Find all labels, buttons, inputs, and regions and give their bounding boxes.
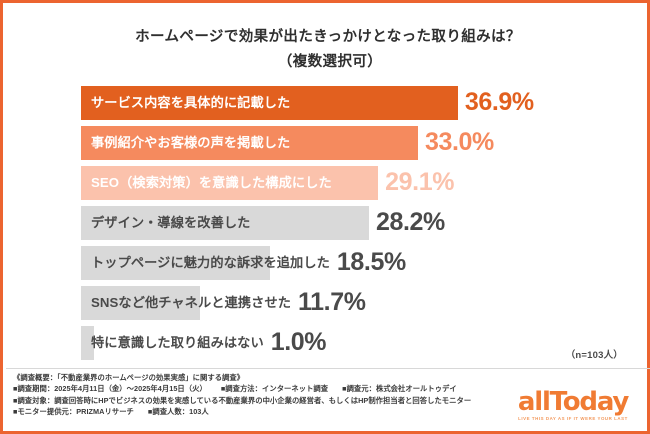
bar-row: SNSなど他チャネルと連携させた 11.7% xyxy=(3,286,650,320)
bar-value-label: 28.2% xyxy=(375,208,445,236)
bar-fill xyxy=(81,86,458,120)
bar-fill xyxy=(81,286,201,320)
bar-value-label: 11.7% xyxy=(298,288,366,316)
bar-fill xyxy=(81,246,270,280)
logo-tagline: LIVE THIS DAY AS IF IT WERE YOUR LAST xyxy=(518,416,628,421)
footnote-segment: ■調査方法：インターネット調査 xyxy=(220,384,329,394)
bar-value-label: 1.0% xyxy=(270,328,327,356)
footnote-segment: ■調査対象：調査回答時にHPでビジネスの効果を実感している不動産業界の中小企業の… xyxy=(13,395,472,405)
bar-category-label: サービス内容を具体的に記載した xyxy=(91,95,291,110)
page-title-line2: （複数選択可） xyxy=(277,54,383,70)
bar-value-label: 36.9% xyxy=(464,88,534,116)
bar-category-label: 事例紹介やお客様の声を掲載した xyxy=(91,135,291,150)
bar-category-label: 特に意識した取り組みはない xyxy=(91,335,264,350)
footnote-line-4: ■モニター提供元：PRIZMAリサーチ ■調査人数：103人 xyxy=(13,406,513,417)
footnote-line-2: ■調査期間：2025年4月11日（金）〜2025年4月15日（火） ■調査方法：イ… xyxy=(13,383,513,394)
bar-row: トップページに魅力的な訴求を追加した 18.5% xyxy=(3,246,650,280)
footnote-segment: ■調査人数：103人 xyxy=(147,406,209,416)
page-title: ホームページで効果が出たきっかけとなった取り組みは？ （複数選択可） xyxy=(3,25,650,75)
bar-value-label: 29.1% xyxy=(385,168,455,196)
bar-chart: サービス内容を具体的に記載した 36.9% 事例紹介やお客様の声を掲載した 33.0%… xyxy=(3,86,650,360)
bar-value-label: 18.5% xyxy=(336,248,406,276)
footnote-line-1: 《調査概要：「不動産業界のホームページの効果実感」に関する調査》 xyxy=(13,373,245,382)
bar-category-label: トップページに魅力的な訴求を追加した xyxy=(91,255,330,270)
footnote-segment: ■調査期間：2025年4月11日（金）〜2025年4月15日（火） xyxy=(13,384,207,394)
bar-value-label: 33.0% xyxy=(424,128,494,156)
bar-row: サービス内容を具体的に記載した 36.9% xyxy=(3,86,650,120)
bar-category-label: SEO（検索対策）を意識した構成にした xyxy=(91,175,332,190)
footnote-segment: ■モニター提供元：PRIZMAリサーチ xyxy=(13,406,134,416)
bar-fill xyxy=(81,126,418,160)
bar-category-label: デザイン・導線を改善した xyxy=(91,215,251,230)
page-title-line1: ホームページで効果が出たきっかけとなった取り組みは？ xyxy=(135,29,521,45)
survey-footnote: 《調査概要：「不動産業界のホームページの効果実感」に関する調査》 ■調査期間：2… xyxy=(13,372,513,417)
sample-size-label: （n=103人） xyxy=(565,350,623,361)
bar-category-label: SNSなど他チャネルと連携させた xyxy=(91,295,292,310)
bar-fill xyxy=(81,326,94,360)
bar-fill xyxy=(81,206,369,240)
footer-divider xyxy=(6,368,650,369)
bar-row: SEO（検索対策）を意識した構成にした 29.1% xyxy=(3,166,650,200)
bar-row: 事例紹介やお客様の声を掲載した 33.0% xyxy=(3,126,650,160)
bar-row: デザイン・導線を改善した 28.2% xyxy=(3,206,650,240)
bar-row: 特に意識した取り組みはない 1.0% xyxy=(3,326,650,360)
footnote-segment: ■調査元：株式会社オールトゥデイ xyxy=(342,384,457,394)
footnote-line-3: ■調査対象：調査回答時にHPでビジネスの効果を実感している不動産業界の中小企業の… xyxy=(13,395,513,406)
alltoday-logo: allToday LIVE THIS DAY AS IF IT WERE YOU… xyxy=(513,389,633,422)
bar-fill xyxy=(81,166,379,200)
logo-wordmark: allToday xyxy=(517,387,629,417)
